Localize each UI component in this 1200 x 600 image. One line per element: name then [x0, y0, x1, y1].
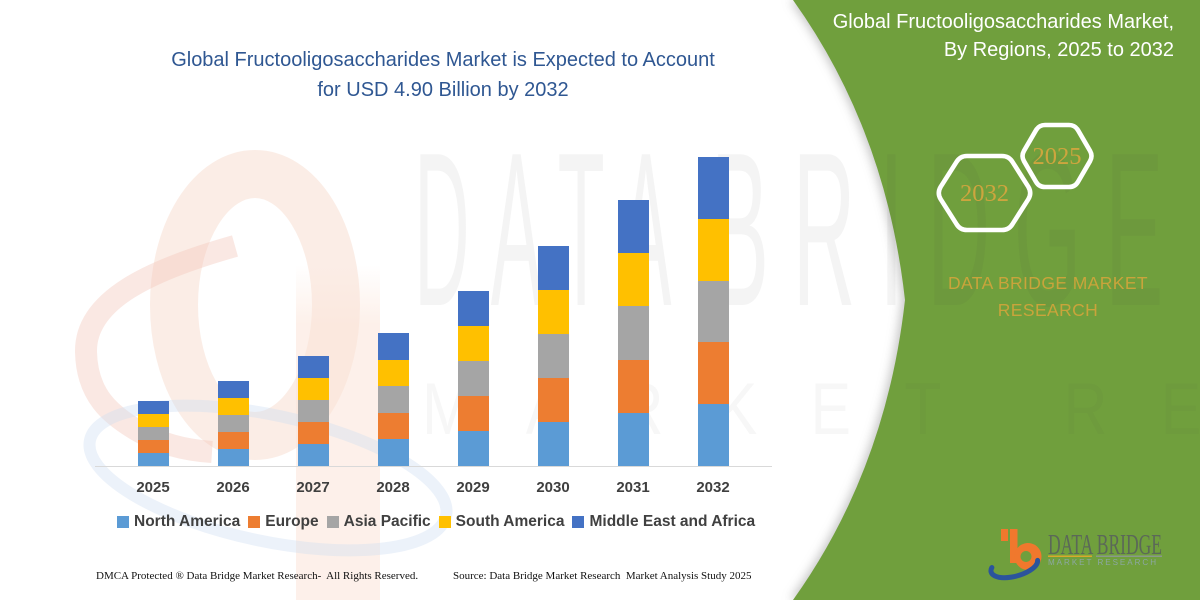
svg-text:2032: 2032 [960, 180, 1009, 207]
svg-text:MARKET RESEARCH: MARKET RESEARCH [1048, 558, 1158, 567]
svg-text:2025: 2025 [1033, 143, 1082, 170]
